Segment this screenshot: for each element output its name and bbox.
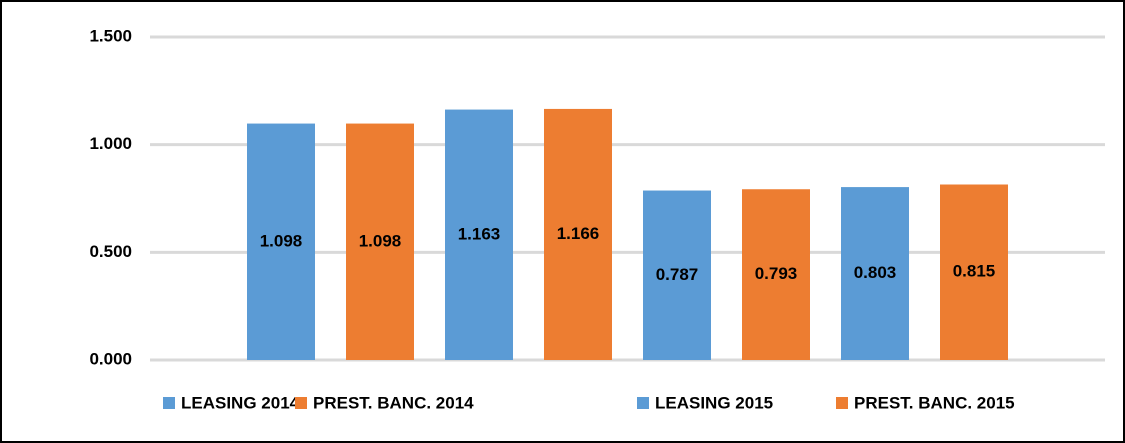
y-tick-label: 1.500 — [89, 26, 132, 45]
legend-swatch — [836, 397, 848, 409]
bar — [247, 123, 315, 361]
bar — [643, 190, 711, 360]
bar — [445, 109, 513, 360]
legend-swatch — [637, 397, 649, 409]
data-label: 1.166 — [557, 224, 600, 243]
legend-swatch — [295, 397, 307, 409]
data-label: 1.163 — [458, 224, 501, 243]
y-tick-label: 0.000 — [89, 349, 132, 368]
legend-swatch — [163, 397, 175, 409]
bar — [544, 108, 612, 361]
bar — [940, 184, 1008, 360]
data-label: 1.098 — [260, 231, 303, 250]
legend-label: LEASING 2015 — [655, 393, 773, 412]
data-label: 0.815 — [953, 262, 996, 281]
legend-label: PREST. BANC. 2014 — [313, 393, 474, 412]
y-tick-label: 0.500 — [89, 242, 132, 261]
data-label: 0.803 — [854, 263, 897, 282]
legend-label: LEASING 2014 — [181, 393, 300, 412]
data-label: 0.787 — [656, 265, 699, 284]
bar — [841, 187, 909, 360]
bar — [346, 123, 414, 361]
legend-label: PREST. BANC. 2015 — [854, 393, 1015, 412]
bar — [742, 189, 810, 360]
data-label: 0.793 — [755, 264, 798, 283]
y-tick-label: 1.000 — [89, 134, 132, 153]
data-label: 1.098 — [359, 231, 402, 250]
